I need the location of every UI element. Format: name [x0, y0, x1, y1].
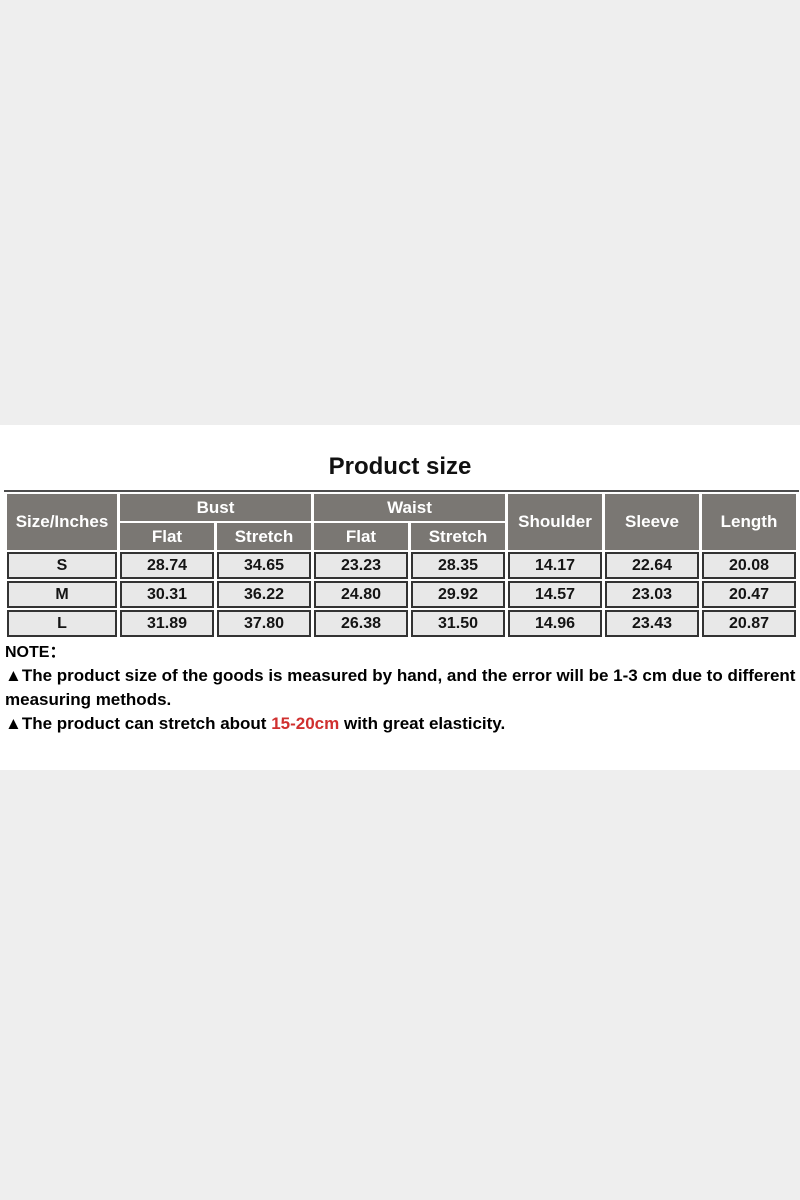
note-bullet2-prefix: ▲The product can stretch about [5, 714, 272, 733]
cell-value: 28.74 [120, 552, 214, 579]
table-row: L 31.89 37.80 26.38 31.50 14.96 23.43 20… [7, 610, 796, 637]
header-bust-flat: Flat [120, 523, 214, 550]
cell-value: 14.17 [508, 552, 602, 579]
cell-value: 23.23 [314, 552, 408, 579]
table-header-row-subcolumns: Flat Stretch Flat Stretch [7, 523, 796, 550]
note-bullet2: ▲The product can stretch about 15-20cm w… [5, 712, 794, 736]
cell-value: 34.65 [217, 552, 311, 579]
cell-value: 29.92 [411, 581, 505, 608]
header-waist-stretch: Stretch [411, 523, 505, 550]
note-section: NOTE： ▲The product size of the goods is … [5, 642, 796, 736]
header-group-bust: Bust [120, 494, 311, 521]
header-length: Length [702, 494, 796, 550]
table-header-row-groups: Size/Inches Bust Waist Shoulder Sleeve L… [7, 494, 796, 550]
header-group-waist: Waist [314, 494, 505, 521]
size-chart-panel: Product size Size/Inches Bust Waist Shou… [0, 425, 800, 770]
cell-value: 31.50 [411, 610, 505, 637]
cell-value: 23.43 [605, 610, 699, 637]
cell-value: 22.64 [605, 552, 699, 579]
page-title: Product size [328, 453, 472, 480]
size-table: Size/Inches Bust Waist Shoulder Sleeve L… [4, 490, 799, 639]
size-label: L [7, 610, 117, 637]
cell-value: 24.80 [314, 581, 408, 608]
cell-value: 20.08 [702, 552, 796, 579]
size-label: M [7, 581, 117, 608]
header-shoulder: Shoulder [508, 494, 602, 550]
cell-value: 14.96 [508, 610, 602, 637]
header-waist-flat: Flat [314, 523, 408, 550]
cell-value: 30.31 [120, 581, 214, 608]
cell-value: 36.22 [217, 581, 311, 608]
note-bullet2-suffix: with great elasticity. [339, 714, 506, 733]
note-bullet1-line2: measuring methods. [5, 690, 172, 709]
cell-value: 31.89 [120, 610, 214, 637]
cell-value: 14.57 [508, 581, 602, 608]
table-row: S 28.74 34.65 23.23 28.35 14.17 22.64 20… [7, 552, 796, 579]
bottom-gray-band [0, 770, 800, 1200]
note-bullet1-line1: ▲The product size of the goods is measur… [5, 666, 796, 685]
top-gray-band [0, 0, 800, 425]
cell-value: 20.87 [702, 610, 796, 637]
header-size-inches: Size/Inches [7, 494, 117, 550]
table-row: M 30.31 36.22 24.80 29.92 14.57 23.03 20… [7, 581, 796, 608]
cell-value: 37.80 [217, 610, 311, 637]
cell-value: 20.47 [702, 581, 796, 608]
cell-value: 26.38 [314, 610, 408, 637]
cell-value: 23.03 [605, 581, 699, 608]
note-bullet2-highlight: 15-20cm [271, 714, 340, 733]
header-bust-stretch: Stretch [217, 523, 311, 550]
note-heading: NOTE： [5, 644, 66, 661]
cell-value: 28.35 [411, 552, 505, 579]
header-sleeve: Sleeve [605, 494, 699, 550]
size-label: S [7, 552, 117, 579]
